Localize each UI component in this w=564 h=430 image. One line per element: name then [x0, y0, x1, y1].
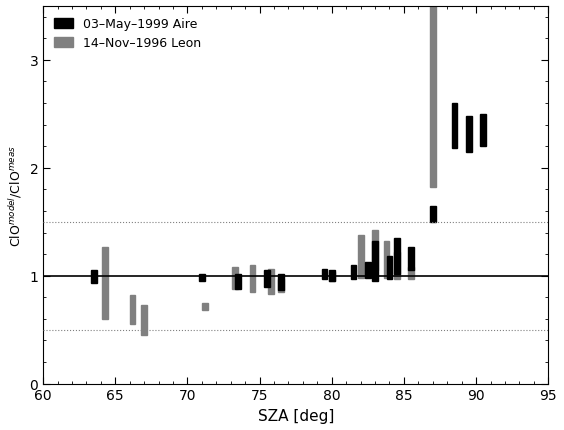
Bar — [384, 242, 390, 278]
Bar — [481, 114, 486, 147]
Bar — [351, 265, 356, 280]
Bar — [91, 271, 96, 284]
Bar — [235, 274, 241, 289]
Bar — [279, 274, 284, 290]
Bar — [372, 231, 378, 271]
Bar — [279, 280, 284, 292]
X-axis label: SZA [deg]: SZA [deg] — [258, 408, 334, 423]
Bar — [130, 295, 135, 325]
Bar — [394, 252, 400, 280]
Bar — [408, 267, 414, 280]
Bar — [394, 238, 400, 274]
Bar — [329, 271, 334, 282]
Bar — [386, 257, 393, 280]
Bar — [329, 273, 334, 282]
Bar — [264, 271, 270, 287]
Bar — [372, 242, 378, 282]
Bar — [202, 303, 208, 310]
Bar — [365, 262, 371, 278]
Bar — [430, 5, 435, 188]
Bar — [268, 270, 274, 295]
Legend: 03–May–1999 Aire, 14–Nov–1996 Leon: 03–May–1999 Aire, 14–Nov–1996 Leon — [50, 13, 206, 55]
Bar — [232, 267, 238, 289]
Bar — [466, 117, 472, 152]
Bar — [430, 206, 435, 222]
Bar — [199, 274, 205, 282]
Bar — [249, 265, 255, 292]
Bar — [321, 270, 328, 280]
Y-axis label: ClO$^{model}$/ClO$^{meas}$: ClO$^{model}$/ClO$^{meas}$ — [7, 144, 24, 246]
Bar — [408, 247, 414, 271]
Bar — [141, 305, 147, 335]
Bar — [102, 247, 108, 319]
Bar — [358, 235, 364, 278]
Bar — [452, 104, 457, 149]
